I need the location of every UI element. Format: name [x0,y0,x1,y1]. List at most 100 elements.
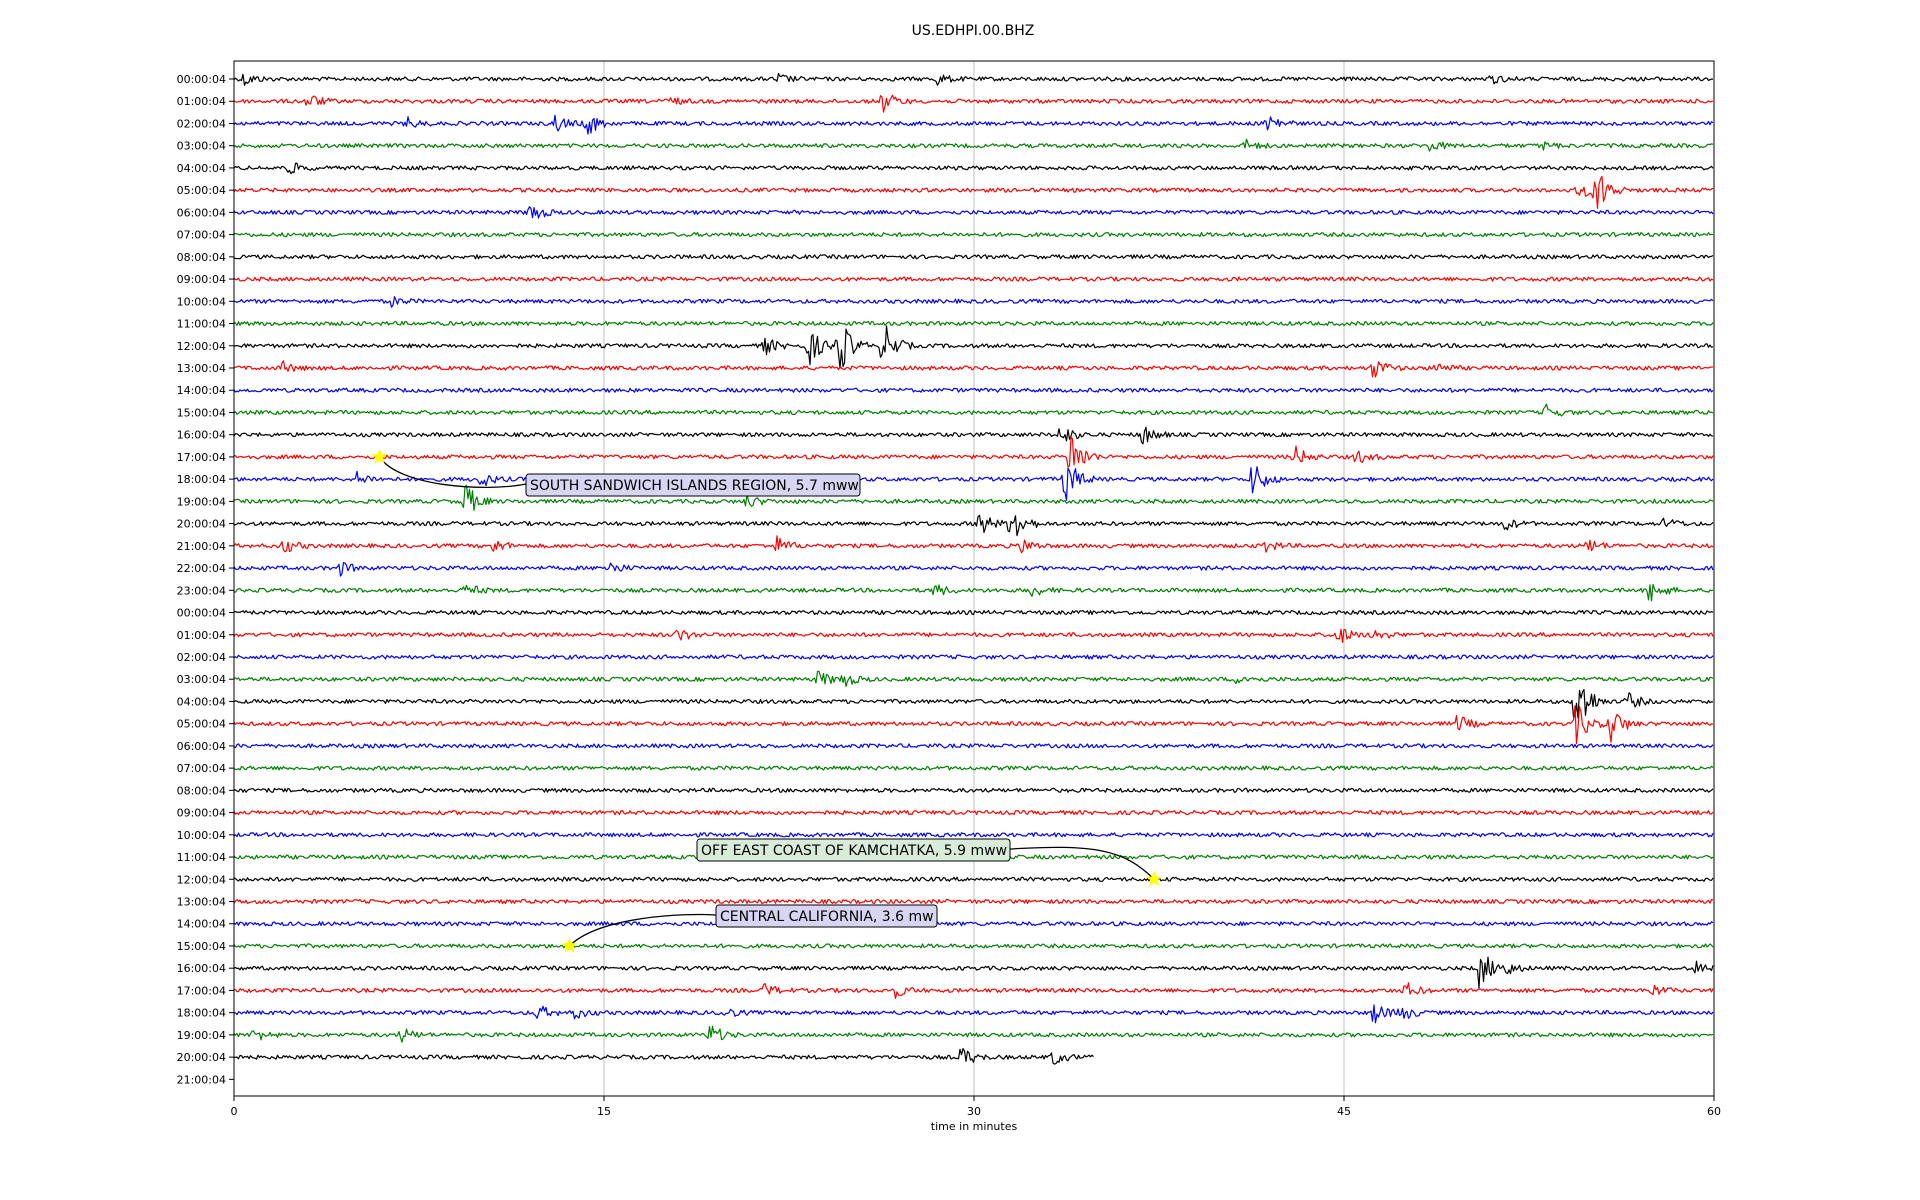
row-time-label: 03:00:04 [177,673,226,686]
row-time-label: 11:00:04 [177,318,226,331]
seismic-trace [233,943,1714,949]
row-time-label: 06:00:04 [177,740,226,753]
event-star-marker [561,937,578,953]
seismic-trace [233,1004,1714,1024]
row-time-label: 18:00:04 [177,1007,226,1020]
seismic-trace [233,832,1714,838]
row-time-label: 20:00:04 [177,518,226,531]
seismic-trace [233,72,1713,86]
annotation-connector [569,913,717,947]
x-tick-label: 30 [967,1105,981,1118]
seismic-trace [233,114,1714,135]
x-tick-label: 0 [231,1105,238,1118]
seismic-trace [233,325,1714,369]
row-time-label: 10:00:04 [177,295,226,308]
row-time-label: 11:00:04 [177,851,226,864]
event-star-marker [371,448,388,464]
row-time-label: 19:00:04 [177,1029,226,1042]
row-time-label: 09:00:04 [177,807,226,820]
seismic-trace [233,320,1714,327]
row-time-label: 05:00:04 [177,718,226,731]
seismic-trace [233,787,1714,793]
seismic-trace [233,466,1714,501]
row-time-label: 01:00:04 [177,95,226,108]
seismic-trace [233,426,1714,445]
row-time-label: 12:00:04 [177,340,226,353]
row-time-label: 03:00:04 [177,140,226,153]
seismic-trace [233,1048,1094,1065]
seismic-trace [233,1025,1714,1043]
row-time-label: 16:00:04 [177,429,226,442]
row-time-label: 20:00:04 [177,1051,226,1064]
row-time-label: 13:00:04 [177,362,226,375]
row-time-label: 07:00:04 [177,762,226,775]
seismic-trace [233,670,1714,687]
seismic-trace [233,654,1714,660]
event-annotation: OFF EAST COAST OF KAMCHATKA, 5.9 mww [696,838,1163,887]
row-time-label: 02:00:04 [177,651,226,664]
annotation-text: SOUTH SANDWICH ISLANDS REGION, 5.7 mww [530,478,859,494]
row-time-label: 14:00:04 [177,918,226,931]
event-star-marker [1146,870,1163,887]
seismic-trace [233,765,1714,771]
seismic-trace [233,162,1714,175]
row-time-label: 15:00:04 [177,940,226,953]
annotation-connector [1009,846,1155,880]
seismic-trace [233,175,1714,210]
event-annotation: SOUTH SANDWICH ISLANDS REGION, 5.7 mww [371,448,861,497]
seismic-trace [233,609,1714,616]
row-time-label: 16:00:04 [177,962,226,975]
row-time-label: 02:00:04 [177,117,226,130]
x-tick-label: 60 [1707,1105,1721,1118]
seismic-trace [233,982,1714,999]
seismic-trace [233,254,1714,260]
seismic-trace [233,94,1714,113]
seismic-trace [233,956,1714,989]
row-time-label: 06:00:04 [177,206,226,219]
row-time-label: 04:00:04 [177,162,226,175]
row-time-label: 12:00:04 [177,873,226,886]
row-time-label: 23:00:04 [177,584,226,597]
event-annotations: SOUTH SANDWICH ISLANDS REGION, 5.7 mww OF… [371,448,1163,953]
seismic-trace [233,898,1714,905]
seismic-trace [233,921,1714,927]
seismic-trace [233,689,1714,719]
seismic-trace [233,206,1714,219]
row-time-label: 07:00:04 [177,229,226,242]
seismic-trace [233,514,1714,537]
row-time-labels: 00:00:04 01:00:04 02:00:04 03:00:04 04:00:04… [177,73,234,1086]
row-time-label: 08:00:04 [177,784,226,797]
row-time-label: 17:00:04 [177,451,226,464]
seismic-trace [233,484,1714,511]
row-time-label: 08:00:04 [177,251,226,264]
row-time-label: 00:00:04 [177,607,226,620]
seismic-trace [233,705,1714,745]
row-time-label: 17:00:04 [177,984,226,997]
row-time-label: 13:00:04 [177,896,226,909]
annotation-connector [378,456,527,488]
row-time-label: 00:00:04 [177,73,226,86]
seismic-trace [233,535,1714,554]
row-time-label: 21:00:04 [177,1073,226,1086]
seismic-trace [233,296,1714,308]
seismic-trace [233,628,1714,643]
annotation-box [525,473,861,497]
seismic-trace [233,276,1714,282]
plot-frame [233,60,1715,1097]
annotation-text: CENTRAL CALIFORNIA, 3.6 mw [720,909,934,925]
annotation-text: OFF EAST COAST OF KAMCHATKA, 5.9 mww [701,843,1007,859]
row-time-label: 21:00:04 [177,540,226,553]
row-time-label: 14:00:04 [177,384,226,397]
seismic-trace [233,743,1714,749]
row-time-label: 05:00:04 [177,184,226,197]
annotation-box [715,904,938,928]
seismic-trace [233,403,1714,417]
row-time-label: 10:00:04 [177,829,226,842]
seismic-trace [233,583,1714,602]
seismic-trace [233,138,1714,152]
seismic-trace [233,876,1714,882]
x-tick-label: 15 [597,1105,611,1118]
row-time-label: 18:00:04 [177,473,226,486]
